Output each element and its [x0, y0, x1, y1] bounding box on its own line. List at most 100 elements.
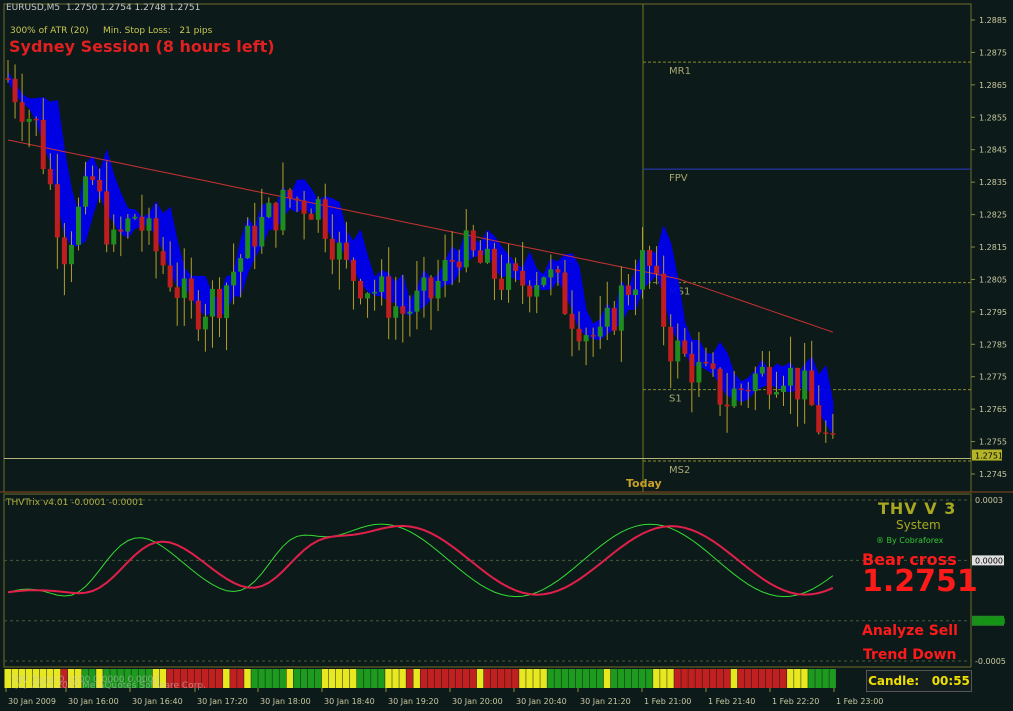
indicator-tick-label: 0.0000 [975, 556, 1003, 565]
candle-bull [336, 242, 342, 260]
moving-average-line [7, 139, 834, 333]
candle-bull [583, 335, 589, 342]
trend-cell [46, 669, 54, 688]
candle-bull [788, 367, 794, 386]
candle-bull [640, 250, 645, 290]
x-tick-label: 30 Jan 2009 [8, 697, 56, 706]
trend-cell [67, 669, 75, 688]
candle-bull [506, 263, 512, 290]
trend-cell [258, 669, 265, 688]
candle-bull [259, 217, 265, 247]
candle-bear [301, 200, 307, 214]
candle-bull [372, 291, 378, 294]
trend-cell [152, 669, 160, 688]
trend-cell [349, 669, 357, 688]
candle-bear [160, 251, 166, 266]
candle-bull [181, 278, 187, 298]
trend-cell [173, 669, 181, 688]
candle-bull [597, 326, 603, 337]
trend-cell [639, 669, 646, 688]
symbol-info: EURUSD,M5 1.2750 1.2754 1.2748 1.2751 [6, 3, 201, 13]
candle-bull [541, 277, 547, 286]
trend-cell [406, 669, 413, 688]
candle-bear [449, 259, 455, 262]
analyze-signal: Analyze Sell [862, 623, 958, 639]
trend-cell [554, 669, 561, 688]
x-tick-label: 30 Jan 16:40 [132, 697, 183, 706]
trend-cell [730, 669, 738, 688]
x-tick-label: 1 Feb 21:00 [644, 697, 691, 706]
candle-bear [273, 202, 279, 231]
trix-slow-line [7, 524, 834, 596]
candle-bear [400, 306, 406, 314]
candle-bear [689, 353, 695, 383]
trend-cell [187, 669, 195, 688]
candle-bear [428, 277, 434, 299]
trend-cell [815, 669, 822, 688]
candle-bull [802, 370, 808, 400]
trend-cell [540, 669, 547, 688]
trend-cell [822, 669, 829, 688]
x-tick-label: 30 Jan 20:00 [452, 697, 503, 706]
candle-bear [139, 216, 145, 231]
trend-cell [780, 669, 787, 688]
indicator-tick-label: -0.0003 [975, 617, 1006, 626]
candle-bear [386, 276, 392, 318]
candle-bull [315, 199, 321, 220]
trend-cell [300, 669, 308, 688]
trend-cell [307, 669, 315, 688]
candle-bull [773, 391, 779, 395]
cloud-band [7, 70, 834, 435]
level-label-mr1: MR1 [669, 66, 691, 77]
trend-cell [667, 669, 674, 688]
candle-bull [266, 202, 272, 218]
trend-cell [519, 669, 526, 688]
trend-cell [39, 669, 47, 688]
trend-cell [624, 669, 632, 688]
trend-cell [476, 669, 484, 688]
trend-overlay-text: THV Trend 0.0000 0.0000 0.0000 [10, 675, 159, 685]
candle-bear [703, 361, 709, 364]
candle-bear [766, 366, 772, 395]
candle-bear [118, 229, 124, 232]
candle-bull [548, 269, 554, 278]
trend-cell [427, 669, 435, 688]
candle-bull [209, 288, 215, 317]
candle-bear [167, 265, 173, 288]
y-tick-label: 1.2765 [979, 405, 1007, 414]
candle-bull [132, 216, 138, 219]
x-tick-label: 30 Jan 17:20 [197, 697, 248, 706]
trend-cell [32, 669, 40, 688]
x-tick-label: 1 Feb 21:40 [708, 697, 755, 706]
candle-bear [358, 280, 363, 299]
trend-cell [723, 669, 731, 688]
trend-cell [385, 669, 392, 688]
candle-bull [759, 366, 765, 374]
indicator-name: THVTrix v4.01 -0.0001 -0.0001 [6, 498, 144, 508]
trend-cell [772, 669, 780, 688]
trend-cell [96, 669, 103, 688]
trend-cell [498, 669, 505, 688]
trend-cell [751, 669, 759, 688]
candle-bear [668, 326, 674, 362]
trend-cell [208, 669, 216, 688]
candle-bull [435, 280, 441, 299]
copyright: (C) 2001-2009 MetaQuotes Software Corp. [14, 681, 206, 691]
trend-cell [18, 669, 26, 688]
trend-cell [378, 669, 385, 688]
trend-cell [794, 669, 801, 688]
trend-cell [279, 669, 286, 688]
candle-timer: Candle: 00:55 [866, 670, 972, 692]
y-tick-label: 1.2855 [979, 113, 1007, 122]
trend-cell [124, 669, 131, 688]
session-label: Sydney Session (8 hours left) [9, 37, 275, 56]
x-tick-label: 30 Jan 19:20 [388, 697, 439, 706]
trend-cell [709, 669, 717, 688]
trend-cell [568, 669, 576, 688]
trend-cell [737, 669, 745, 688]
indicator-value-tag [972, 555, 1004, 566]
trend-cell [469, 669, 477, 688]
trend-cell [272, 669, 279, 688]
